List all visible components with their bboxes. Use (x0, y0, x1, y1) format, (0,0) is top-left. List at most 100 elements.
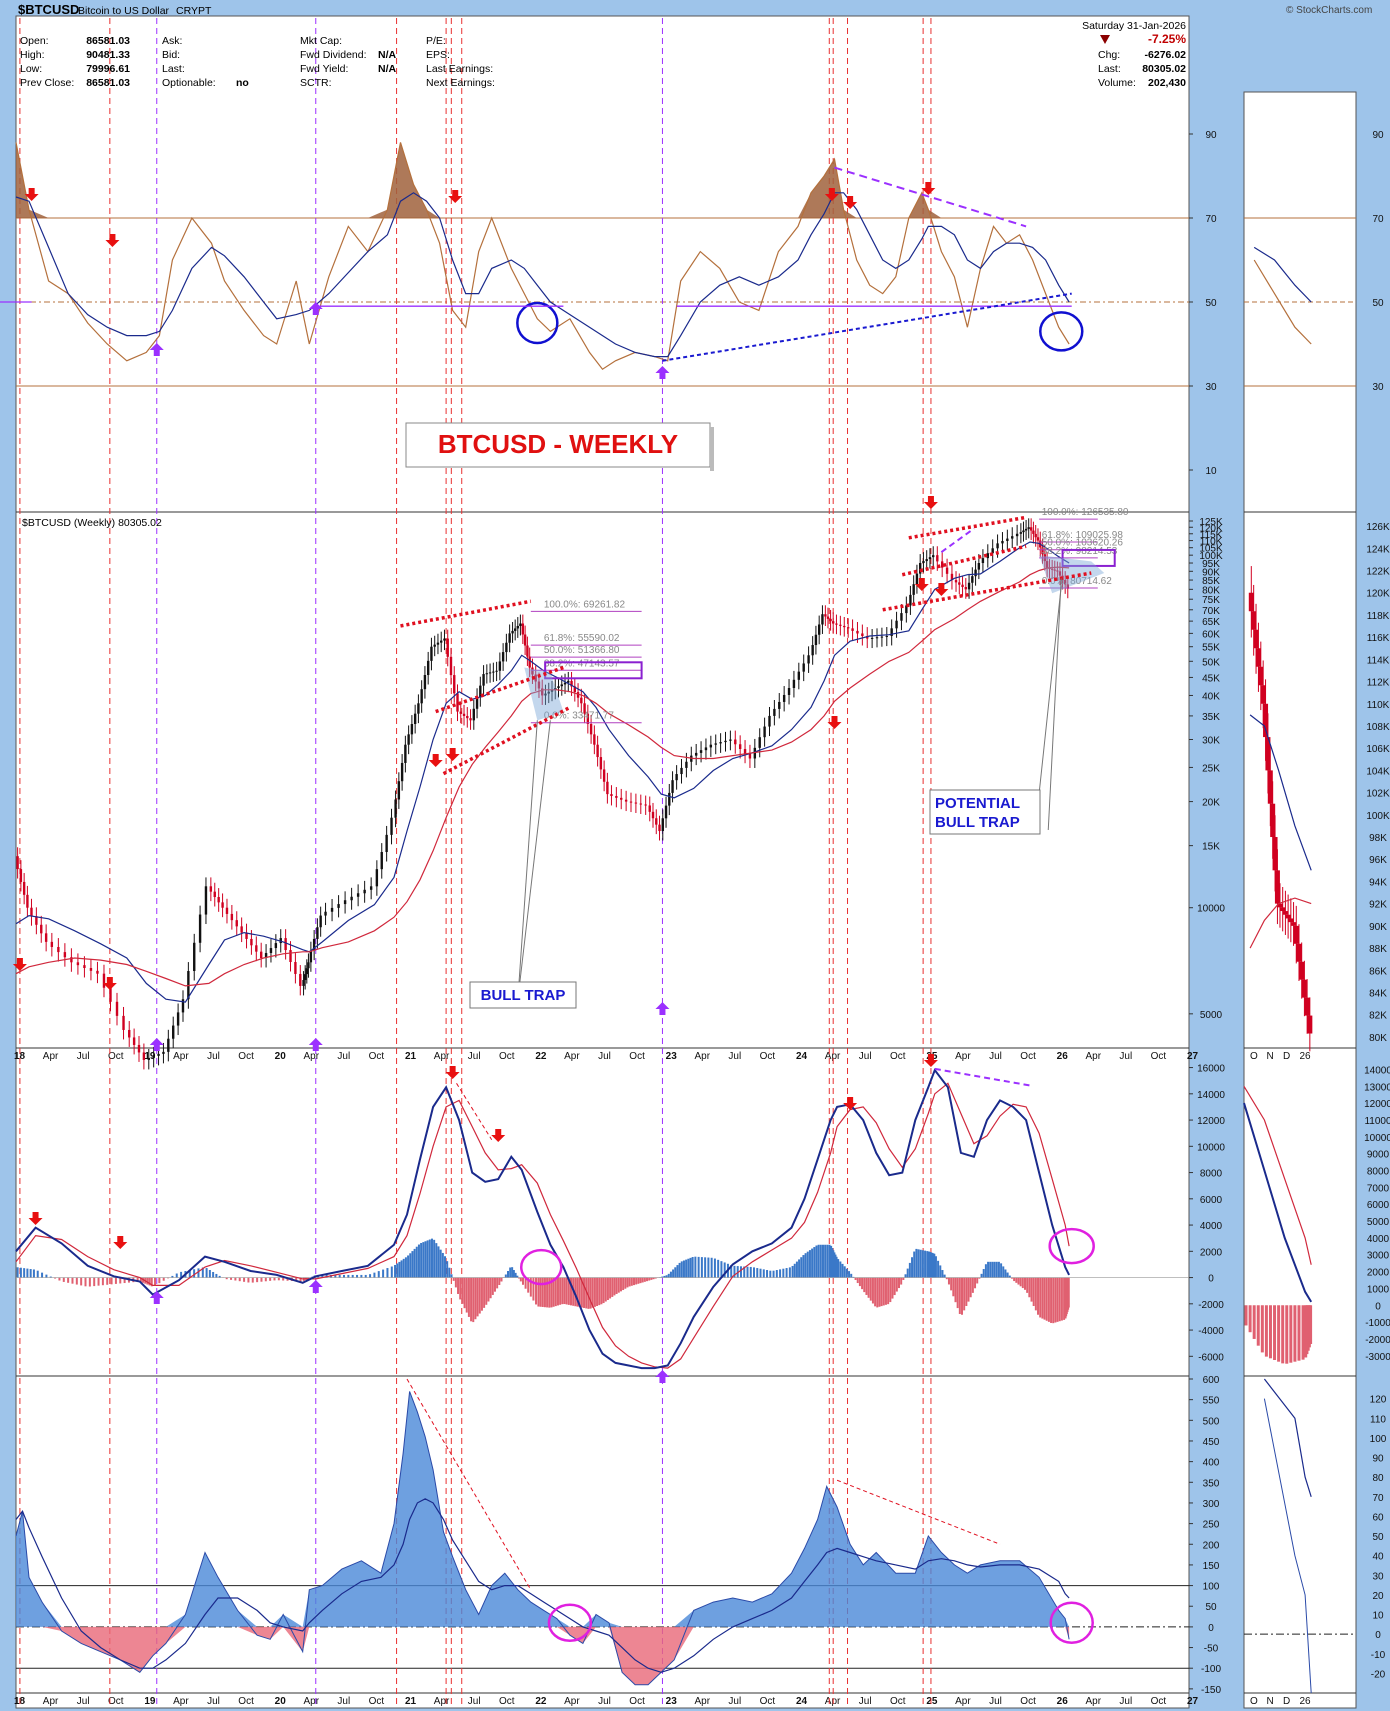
candle-body (856, 630, 859, 634)
macd-histogram-bar (895, 1277, 898, 1292)
macd-histogram-bar (535, 1277, 538, 1305)
zoom-y-tick-label: 122K (1366, 567, 1390, 578)
zoom-y-tick-label: 30 (1372, 382, 1384, 393)
x-tick-label: Apr (1085, 1696, 1101, 1707)
macd-histogram-bar (450, 1274, 453, 1278)
header-field-value: N/A (378, 63, 397, 75)
macd-histogram-bar (29, 1269, 32, 1278)
macd-histogram-bar (654, 1277, 657, 1279)
candle-body (699, 750, 703, 753)
macd-histogram-bar (736, 1266, 739, 1278)
macd-histogram-bar (1000, 1263, 1003, 1278)
candle-body (449, 656, 453, 676)
chart-header: $BTCUSD Bitcoin to US Dollar CRYPT © Sto… (18, 2, 1372, 89)
macd-histogram-bar (700, 1257, 703, 1278)
macd-histogram-bar (496, 1277, 499, 1289)
y-tick-label: 0 (1208, 1623, 1214, 1634)
last-label: Last: (1098, 63, 1121, 75)
macd-histogram-bar (850, 1273, 853, 1278)
zoom-candle-body (1277, 903, 1283, 908)
candle-body (738, 744, 742, 750)
candle-body (629, 801, 633, 803)
macd-histogram-bar (908, 1262, 911, 1278)
macd-histogram-bar (386, 1268, 389, 1278)
oscillator-positive-area (16, 1391, 1070, 1627)
header-field-label: Last Earnings: (426, 63, 493, 75)
macd-histogram-bar (619, 1277, 622, 1292)
candle-body (269, 948, 273, 954)
candle-body (547, 691, 550, 694)
x-tick-label: Oct (238, 1051, 254, 1062)
y-tick-label: 300 (1203, 1499, 1220, 1510)
zoom-macd-histogram-bar (1285, 1305, 1289, 1364)
y-tick-label: 90K (1202, 567, 1220, 578)
candle-body (974, 569, 977, 577)
down-arrow-icon (28, 1218, 43, 1225)
macd-histogram-bar (439, 1249, 442, 1278)
candle-body (523, 634, 527, 646)
zoom-y-tick-label: -2000 (1365, 1335, 1390, 1346)
zoom-y-tick-label: -1000 (1365, 1318, 1390, 1329)
zoom-macd-histogram-bar (1273, 1305, 1277, 1360)
macd-histogram-bar (785, 1268, 788, 1278)
macd-histogram-bar (422, 1242, 425, 1278)
macd-histogram-bar (307, 1277, 310, 1279)
macd-histogram-bar (928, 1251, 931, 1278)
zoom-macd-signal-line (1243, 1085, 1312, 1265)
candle-body (498, 661, 502, 671)
macd-histogram-bar (428, 1239, 431, 1278)
macd-histogram-bar (559, 1277, 562, 1305)
x-tick-label: Apr (564, 1051, 580, 1062)
y-tick-label: 15K (1202, 842, 1220, 853)
macd-histogram-bar (637, 1277, 640, 1284)
macd-histogram-bar (424, 1241, 427, 1278)
macd-histogram-bar (766, 1270, 769, 1278)
macd-histogram-bar (1023, 1277, 1026, 1290)
macd-histogram-bar (826, 1244, 829, 1278)
candle-body (782, 694, 786, 702)
down-arrow-icon (16, 958, 23, 964)
y-tick-label: 400 (1203, 1458, 1220, 1469)
macd-histogram-bar (824, 1244, 827, 1278)
macd-histogram-bar (746, 1266, 749, 1278)
macd-histogram-bar (950, 1277, 953, 1291)
macd-histogram-bar (991, 1261, 994, 1278)
header-field-label: EPS: (426, 49, 450, 61)
candle-body (580, 697, 583, 704)
fib-2022-label: 100.0%: 69261.82 (544, 599, 626, 610)
macd-histogram-bar (175, 1273, 178, 1278)
header-field-label: Next Earnings: (426, 77, 495, 89)
zoom-y-tick-label: 70 (1372, 1493, 1384, 1504)
down-arrow-icon (102, 983, 117, 990)
macd-histogram-bar (498, 1277, 501, 1285)
candle-body (162, 1051, 165, 1054)
macd-histogram-bar (433, 1239, 436, 1278)
candle-body (576, 692, 580, 698)
macd-histogram-bar (891, 1277, 894, 1299)
candle-body (369, 886, 373, 890)
zoom-macd-histogram-bar (1252, 1305, 1256, 1339)
zoom-y-tick-label: 124K (1366, 544, 1390, 555)
y-tick-label: 20K (1202, 798, 1220, 809)
candle-body (602, 769, 606, 782)
macd-histogram-bar (146, 1277, 149, 1285)
candle-body (521, 623, 525, 635)
x-tick-label: Jul (337, 1051, 350, 1062)
candle-body (284, 938, 287, 951)
macd-histogram-bar (446, 1261, 449, 1278)
candle-body (885, 635, 888, 637)
macd-histogram-bar (491, 1277, 494, 1295)
oscillator-ma-line (15, 1498, 1070, 1673)
candle-body (664, 805, 668, 819)
zoom-candle-body (1258, 666, 1264, 686)
rsi-ma-line (15, 192, 1070, 358)
up-arrow-icon (312, 1045, 319, 1051)
up-arrow-icon (149, 343, 164, 350)
macd-histogram-bar (694, 1256, 697, 1278)
zoom-oscillator-line (1263, 1398, 1312, 1694)
candle-body (851, 628, 854, 631)
zoom-macd-histogram-bar (1281, 1305, 1285, 1364)
macd-histogram-bar (819, 1244, 822, 1278)
up-arrow-icon (149, 1291, 164, 1298)
macd-histogram-bar (1021, 1277, 1024, 1289)
